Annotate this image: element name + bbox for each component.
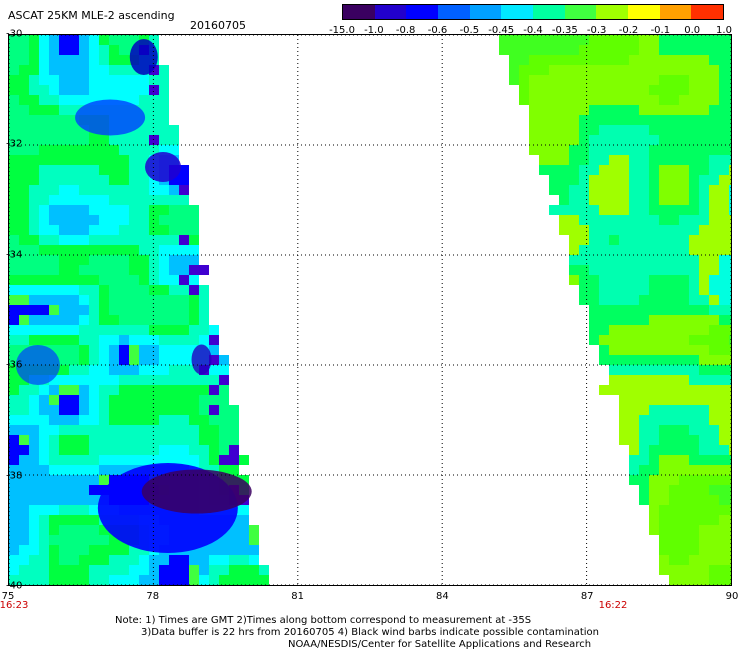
color-scale-tick-label: 0.0 (684, 25, 701, 36)
footnote-line-3: NOAA/NESDIS/Center for Satellite Applica… (288, 639, 592, 650)
color-scale-tick-label: -0.4 (523, 25, 543, 36)
color-scale-segment (564, 5, 597, 19)
footnote-line-1: Note: 1) Times are GMT 2)Times along bot… (115, 615, 532, 626)
color-scale-tick-label: -1.0 (364, 25, 384, 36)
latitude-label: -32 (6, 138, 23, 150)
color-scale-segment (659, 5, 692, 19)
latitude-label: -36 (6, 359, 23, 371)
map-title: ASCAT 25KM MLE-2 ascending (8, 9, 175, 22)
map-plot-area (8, 34, 732, 586)
color-scale-tick-label: -0.2 (618, 25, 639, 36)
color-scale-segment (596, 5, 629, 19)
time-label-left: 16:23 (0, 600, 29, 611)
longitude-label: 87 (580, 591, 594, 602)
color-scale-segment (691, 5, 724, 19)
color-scale-tick-label: -0.5 (459, 25, 480, 36)
footnote: Note: 1) Times are GMT 2)Times along bot… (115, 615, 599, 651)
longitude-label: 90 (725, 591, 739, 602)
longitude-label: 81 (291, 591, 304, 602)
color-scale-tick-label: -0.35 (551, 25, 578, 36)
latitude-label: -40 (6, 580, 23, 592)
latitude-label: -34 (6, 249, 23, 261)
color-scale-segment (628, 5, 660, 19)
color-scale-tick-label: -0.3 (586, 25, 607, 36)
color-scale-tick-label: -0.1 (650, 25, 671, 36)
color-scale-bar (342, 4, 724, 20)
color-scale-segment (374, 5, 407, 19)
color-scale-segment (438, 5, 470, 19)
swath-imagery (9, 35, 731, 585)
color-scale-tick-label: -15.0 (329, 25, 355, 36)
latitude-label: -30 (6, 28, 23, 40)
color-scale-tick-label: -0.45 (488, 25, 515, 36)
color-scale-segment (469, 5, 502, 19)
color-scale-segment (343, 5, 375, 19)
color-scale-tick-label: -0.8 (395, 25, 416, 36)
color-scale-segment (533, 5, 565, 19)
color-scale-segment (501, 5, 534, 19)
color-scale-segment (406, 5, 439, 19)
color-scale-tick-label: -0.6 (427, 25, 448, 36)
longitude-label: 78 (146, 591, 160, 602)
longitude-label: 84 (436, 591, 449, 602)
map-date: 20160705 (190, 19, 246, 32)
footnote-line-2: 3)Data buffer is 22 hrs from 20160705 4)… (141, 627, 599, 638)
longitude-label: 75 (1, 591, 15, 602)
latitude-label: -38 (6, 470, 23, 482)
time-label-right: 16:22 (598, 600, 628, 611)
color-scale-tick-label: 1.0 (716, 25, 732, 36)
